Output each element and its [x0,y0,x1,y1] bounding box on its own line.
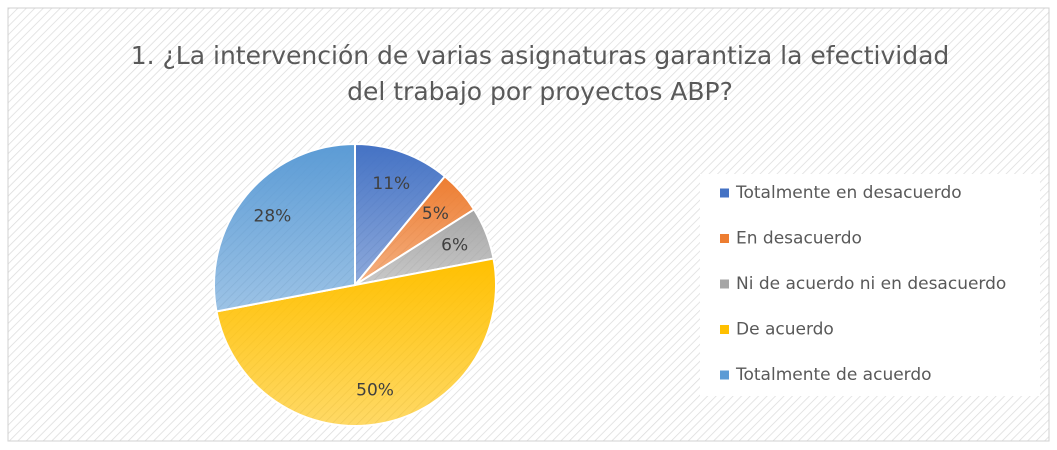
data-label: 11% [372,174,410,194]
pie-slice [215,257,497,427]
legend-label: Totalmente de acuerdo [735,365,932,385]
pie-slice [354,142,447,288]
data-label: 28% [254,207,292,227]
legend-swatch [720,325,729,334]
legend-background [700,174,1040,396]
data-label: 50% [356,380,394,400]
pie-slice [213,142,356,313]
legend-label: En desacuerdo [736,229,862,249]
legend-label: Ni de acuerdo ni en desacuerdo [736,274,1006,294]
legend-swatch [720,234,729,243]
legend-label: Totalmente en desacuerdo [735,183,962,203]
legend-label: De acuerdo [736,320,834,340]
chart-title: 1. ¿La intervención de varias asignatura… [130,41,950,106]
legend-swatch [720,370,729,380]
data-label: 5% [422,204,449,224]
legend-swatch [720,279,729,289]
legend-swatch [720,188,729,198]
data-label: 6% [441,236,468,256]
